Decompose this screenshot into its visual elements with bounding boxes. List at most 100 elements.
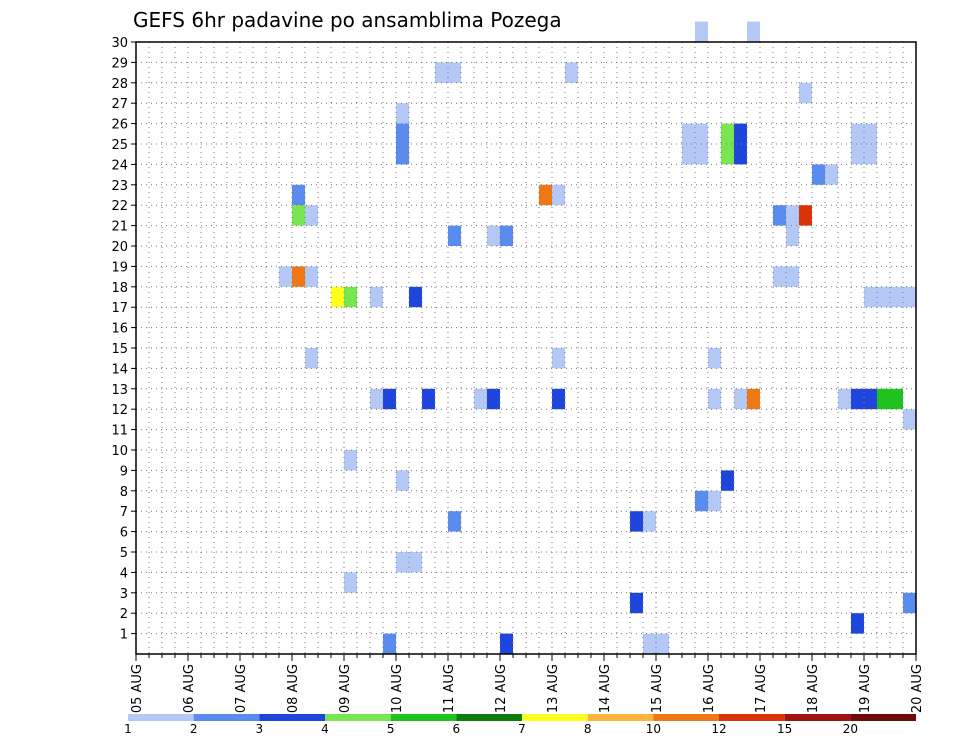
y-tick-label: 2: [120, 607, 128, 622]
x-tick-label: 14 AUG: [598, 664, 613, 713]
colorbar-label: 4: [321, 722, 329, 736]
data-cell: [864, 388, 877, 410]
colorbar-swatch: [522, 714, 588, 721]
data-cell: [292, 205, 305, 226]
data-cell: [851, 123, 864, 144]
y-tick-label: 27: [111, 97, 128, 112]
data-cell: [825, 164, 838, 185]
colorbar-swatch: [390, 714, 457, 721]
colorbar-swatch: [193, 714, 260, 721]
data-cell: [305, 348, 318, 369]
data-cell: [695, 123, 708, 144]
data-cell: [292, 266, 305, 287]
data-cell: [682, 123, 695, 144]
y-tick-label: 25: [111, 138, 128, 153]
data-cell: [396, 103, 409, 124]
data-cell: [435, 62, 448, 83]
data-cell: [370, 286, 383, 308]
colorbar-swatch: [719, 714, 785, 721]
y-tick-label: 13: [111, 383, 128, 398]
y-tick-label: 4: [120, 566, 128, 581]
x-tick-label: 15 AUG: [650, 664, 665, 713]
y-axis: 1234567891011121314151617181920212223242…: [111, 36, 136, 643]
colorbar-swatch: [259, 714, 325, 721]
data-cell: [630, 592, 643, 614]
x-tick-label: 10 AUG: [390, 664, 405, 713]
data-cell: [396, 144, 409, 165]
colorbar-label: 10: [646, 722, 661, 736]
y-tick-label: 30: [111, 36, 128, 51]
data-cell: [903, 409, 916, 430]
y-tick-label: 9: [120, 464, 128, 479]
y-tick-label: 10: [111, 444, 128, 459]
data-cell: [695, 144, 708, 165]
colorbar-label: 20: [843, 722, 858, 736]
x-tick-label: 19 AUG: [858, 664, 873, 713]
data-cell: [864, 286, 877, 308]
data-cell: [396, 552, 409, 573]
data-cell: [734, 144, 747, 165]
colorbar-swatch: [653, 714, 719, 721]
data-cell: [305, 266, 318, 287]
data-cell: [344, 450, 357, 471]
data-cell: [851, 144, 864, 165]
colorbar-label: 1: [124, 722, 132, 736]
data-cell: [539, 184, 552, 206]
data-cell: [877, 388, 890, 410]
data-cell: [786, 266, 799, 287]
x-tick-label: 09 AUG: [338, 664, 353, 713]
data-cell: [903, 592, 916, 614]
colorbar-swatch: [850, 714, 916, 721]
data-cell: [708, 490, 721, 512]
colorbar-swatch: [456, 714, 522, 721]
data-cell: [500, 633, 513, 654]
data-cell: [851, 388, 864, 410]
data-cell: [890, 286, 903, 308]
data-cell: [448, 511, 461, 532]
y-tick-label: 20: [111, 240, 128, 255]
data-cell: [708, 388, 721, 410]
y-tick-label: 8: [120, 485, 128, 500]
data-cell: [344, 286, 357, 308]
data-cell: [747, 21, 760, 42]
data-cell: [630, 511, 643, 532]
data-cell: [344, 572, 357, 593]
colorbar-label: 5: [387, 722, 395, 736]
data-cell: [799, 82, 812, 104]
data-cell: [786, 225, 799, 246]
y-tick-label: 22: [111, 199, 128, 214]
x-tick-label: 18 AUG: [806, 664, 821, 713]
data-cell: [695, 490, 708, 512]
data-cell: [708, 348, 721, 369]
data-cell: [448, 225, 461, 246]
colorbar-label: 3: [256, 722, 264, 736]
data-cell: [422, 388, 435, 410]
colorbar-label: 7: [518, 722, 526, 736]
colorbar-label: 12: [711, 722, 726, 736]
x-tick-label: 11 AUG: [442, 664, 457, 713]
data-cell: [383, 633, 396, 654]
y-tick-label: 24: [111, 158, 128, 173]
data-cell: [409, 552, 422, 573]
data-cell: [292, 184, 305, 206]
colorbar-label: 6: [453, 722, 461, 736]
data-cell: [864, 123, 877, 144]
data-cell: [474, 388, 487, 410]
data-cell: [305, 205, 318, 226]
x-tick-label: 06 AUG: [182, 664, 197, 713]
y-tick-label: 12: [111, 403, 128, 418]
data-cell: [552, 388, 565, 410]
y-tick-label: 26: [111, 118, 128, 133]
data-cell: [487, 388, 500, 410]
colorbar-label: 2: [190, 722, 198, 736]
data-cell: [721, 123, 734, 144]
y-tick-label: 15: [111, 342, 128, 357]
data-cell: [396, 470, 409, 491]
y-tick-label: 29: [111, 56, 128, 71]
colorbar: 1 2 3 4 5 6 7 8 10 12 15 20: [124, 714, 916, 736]
data-cell: [903, 286, 916, 308]
y-tick-label: 17: [111, 301, 128, 316]
data-cell: [448, 62, 461, 83]
colorbar-label: 15: [777, 722, 792, 736]
